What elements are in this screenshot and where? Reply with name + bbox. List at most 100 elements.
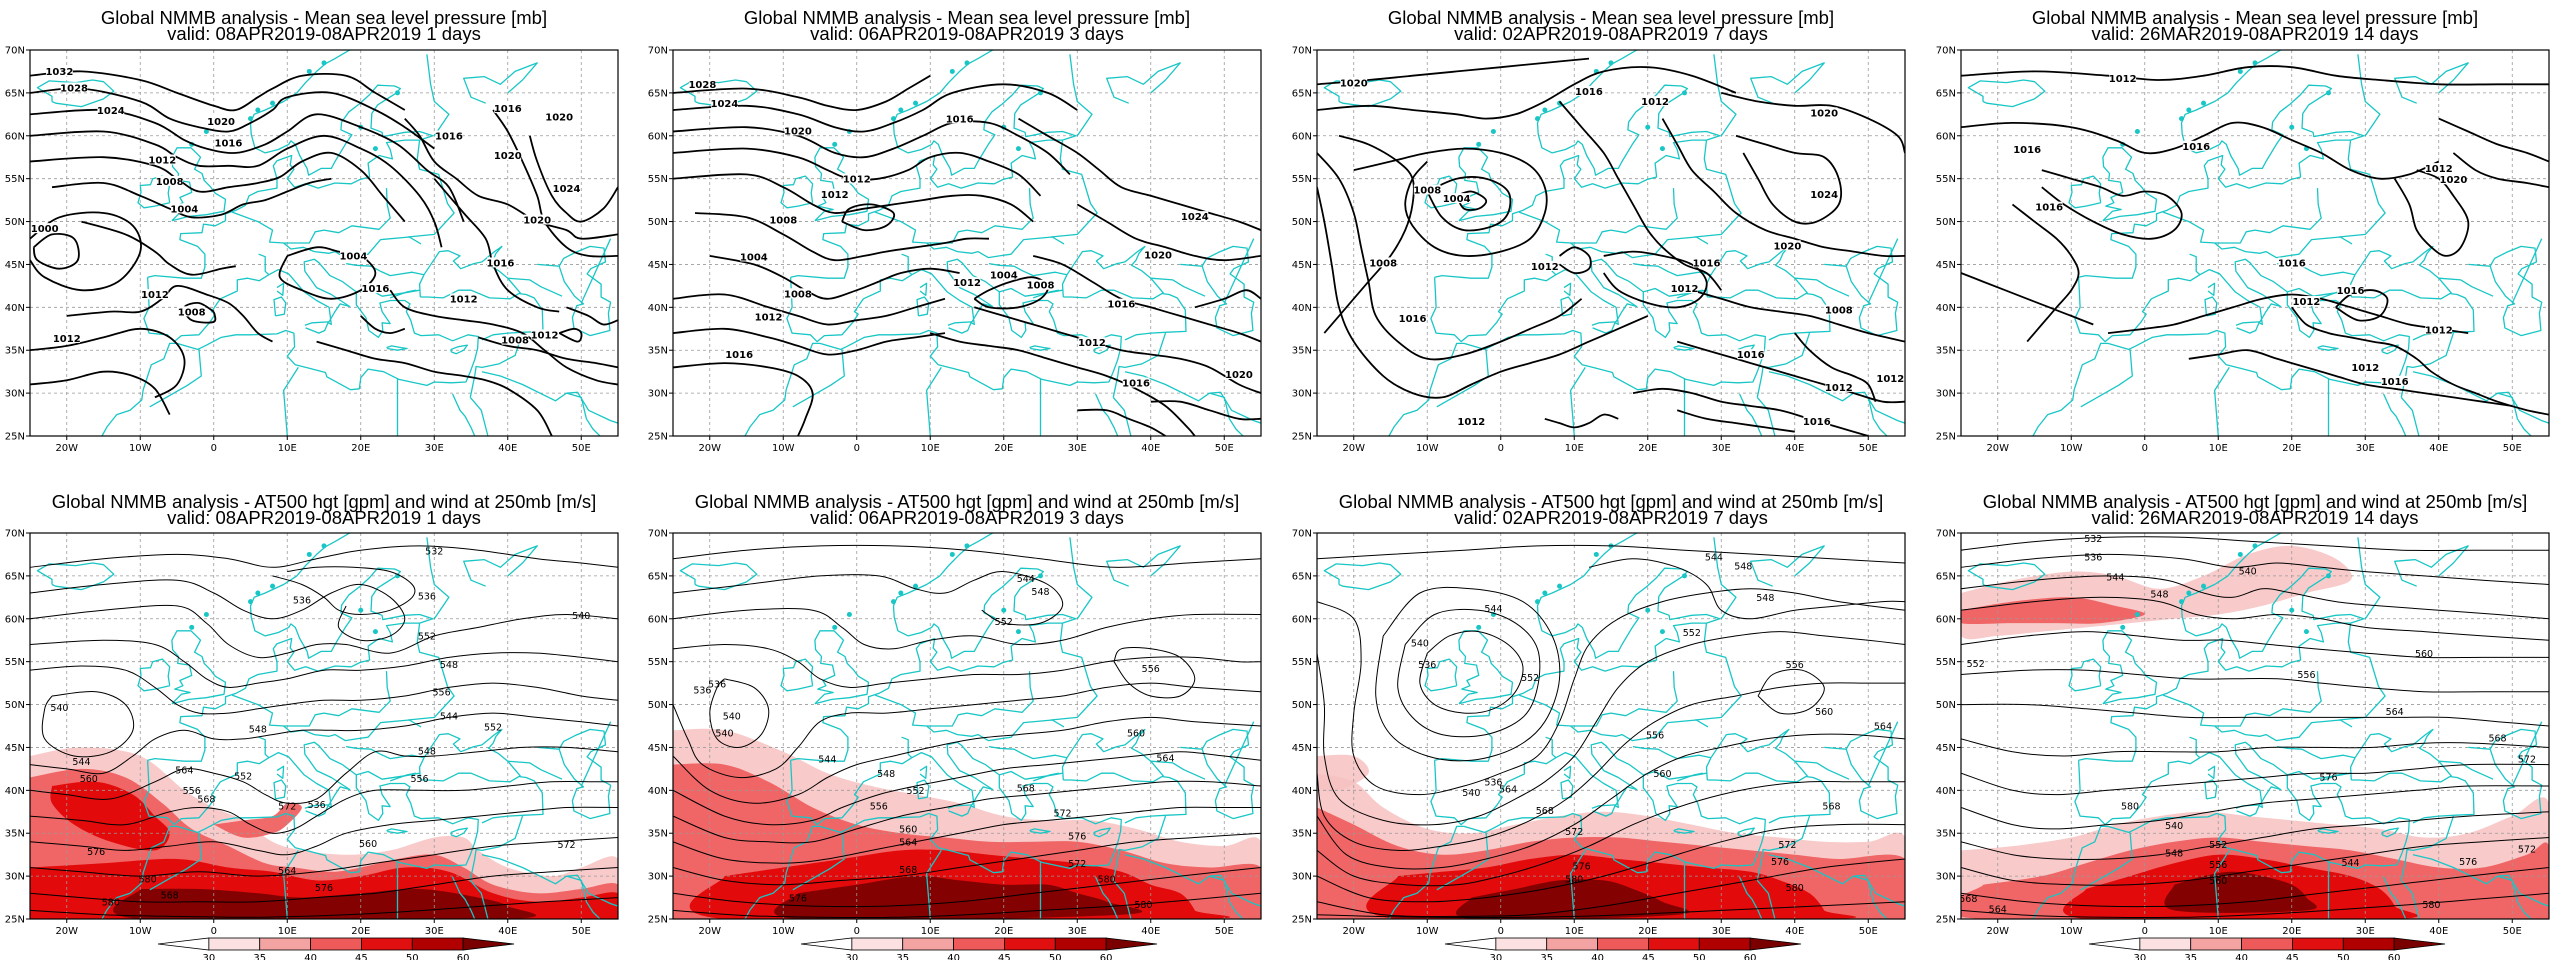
wind-speed-colorbar: 30 35 40 45 50 60 (157, 937, 515, 960)
lat-tick-label: 25N (1292, 432, 1312, 443)
coastline (926, 236, 1065, 259)
contour-label: 552 (234, 771, 252, 782)
coastline (2162, 671, 2322, 727)
contour-label: 1012 (843, 174, 871, 185)
coastline (2400, 879, 2420, 919)
isobar (673, 74, 931, 112)
height-contour (1961, 703, 2549, 727)
lat-tick-label: 35N (1936, 346, 1956, 357)
lon-tick-label: 10E (2209, 443, 2228, 454)
coastline (1029, 828, 1051, 834)
contour-label-bg (487, 257, 514, 268)
coastline (389, 772, 417, 782)
height-contour (1317, 780, 1905, 887)
contour-label-bg (1443, 193, 1471, 204)
isobar (66, 284, 273, 343)
contour-label-bg (1575, 85, 1603, 96)
contour-label: 540 (2239, 566, 2257, 577)
lon-tick-label: 50E (572, 926, 591, 937)
coastline (1713, 54, 1737, 137)
coastline (2511, 238, 2543, 304)
contour-label: 576 (87, 847, 105, 858)
coastline (580, 721, 612, 787)
panel-valid-range: valid: 02APR2019-08APR2019 7 days (1454, 23, 1768, 44)
contour-label: 548 (2165, 849, 2183, 860)
coastline (2207, 765, 2216, 779)
contour-label: 572 (1053, 808, 1071, 819)
coastline (919, 282, 928, 296)
coastline (1124, 775, 1187, 824)
coastline (790, 50, 1077, 279)
coastline (2412, 854, 2498, 885)
contour-label: 1008 (156, 177, 184, 188)
lat-tick-label: 45N (5, 743, 25, 754)
contour-label-bg (1825, 304, 1853, 315)
contour-label-bg (1369, 257, 1397, 268)
isobar (566, 306, 618, 326)
coastline (1106, 62, 1181, 104)
coastline (1569, 850, 1586, 919)
contour-label: 1004 (740, 252, 768, 263)
coastline (1967, 79, 2046, 108)
contour-label-bg (31, 223, 59, 234)
map-frame (1960, 532, 2550, 920)
height-contour (30, 867, 618, 903)
contour-label: 1020 (1144, 251, 1172, 262)
coastline (1636, 50, 1722, 51)
colorbar-tick-label: 50 (1693, 953, 1706, 960)
island-mark (2186, 107, 2192, 113)
coastline (2497, 391, 2549, 424)
contour-label: 1016 (1693, 258, 1721, 269)
island-mark (372, 629, 378, 635)
coastline (426, 537, 450, 620)
contour-label: 1016 (2337, 286, 2365, 297)
contour-label: 576 (2459, 857, 2477, 868)
coastline (345, 745, 425, 760)
contour-label-bg (1078, 337, 1106, 348)
coastline (580, 238, 612, 304)
coastline (258, 736, 270, 759)
lat-tick-label: 45N (648, 260, 668, 271)
lat-tick-label: 45N (1292, 743, 1312, 754)
lat-tick-label: 70N (1292, 46, 1312, 57)
contour-label: 556 (2209, 860, 2227, 871)
contour-label-bg (1027, 279, 1054, 290)
colorbar-tick-label: 35 (2184, 953, 2197, 960)
coastline (1768, 854, 1854, 885)
lat-tick-label: 40N (1292, 786, 1312, 797)
coastline (1061, 245, 1164, 300)
colorbar-tick-label: 35 (896, 953, 909, 960)
colorbar-tick-label: 60 (1100, 953, 1113, 960)
lon-tick-label: 10W (1416, 926, 1439, 937)
contour-label: 1004 (170, 204, 198, 215)
isobar (1018, 117, 1261, 231)
height-contour (272, 566, 416, 616)
height-contour (1961, 837, 2549, 886)
coastline (2497, 392, 2549, 436)
height-contour (1317, 733, 1905, 870)
contour-label-bg (156, 175, 184, 186)
island-mark (949, 551, 955, 557)
lat-tick-label: 35N (648, 346, 668, 357)
contour-label: 548 (440, 660, 458, 671)
contour-label: 1016 (215, 138, 243, 149)
contour-label: 564 (1874, 722, 1892, 733)
contour-label: 1004 (339, 252, 367, 263)
isobar (709, 255, 960, 300)
isobar (2011, 203, 2080, 343)
height-contour (709, 678, 770, 748)
coastline (1569, 367, 1586, 436)
lat-tick-label: 35N (1292, 346, 1312, 357)
coastline (1223, 721, 1255, 787)
contour-label-bg (2035, 201, 2063, 212)
lon-tick-label: 30E (425, 443, 444, 454)
lon-tick-label: 20W (1342, 443, 1365, 454)
coastline (273, 296, 287, 317)
map-panel-z500-3d: Global NMMB analysis - AT500 hgt [gpm] a… (648, 491, 1262, 960)
isobar (694, 212, 990, 262)
contour-label-bg (990, 269, 1018, 280)
isobar (673, 147, 1042, 197)
colorbar-tick-label: 60 (1744, 953, 1757, 960)
height-contour (1961, 553, 2549, 585)
contour-label-bg (1107, 298, 1135, 309)
